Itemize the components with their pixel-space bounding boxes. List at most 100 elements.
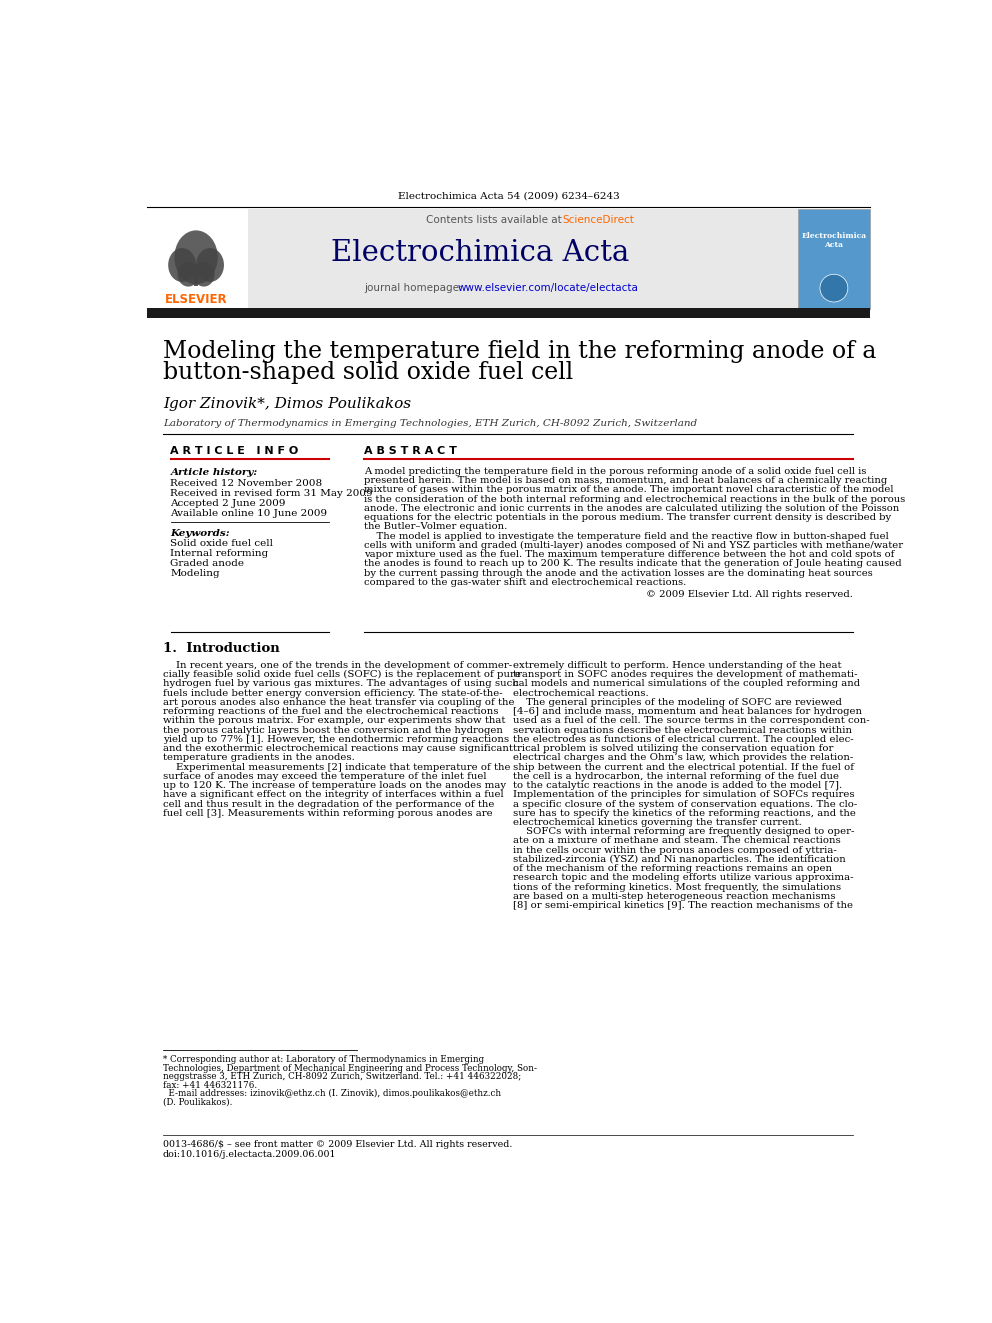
Text: within the porous matrix. For example, our experiments show that: within the porous matrix. For example, o…: [163, 716, 505, 725]
Text: cell and thus result in the degradation of the performance of the: cell and thus result in the degradation …: [163, 799, 494, 808]
Text: Experimental measurements [2] indicate that temperature of the: Experimental measurements [2] indicate t…: [163, 762, 510, 771]
Text: and the exothermic electrochemical reactions may cause significant: and the exothermic electrochemical react…: [163, 744, 513, 753]
Text: [8] or semi-empirical kinetics [9]. The reaction mechanisms of the: [8] or semi-empirical kinetics [9]. The …: [513, 901, 853, 910]
Text: © 2009 Elsevier Ltd. All rights reserved.: © 2009 Elsevier Ltd. All rights reserved…: [646, 590, 852, 599]
Text: vapor mixture used as the fuel. The maximum temperature difference between the h: vapor mixture used as the fuel. The maxi…: [364, 550, 895, 560]
Text: Keywords:: Keywords:: [171, 529, 230, 538]
Text: transport in SOFC anodes requires the development of mathemati-: transport in SOFC anodes requires the de…: [513, 671, 857, 679]
Ellipse shape: [175, 230, 218, 284]
Text: Contents lists available at: Contents lists available at: [427, 216, 565, 225]
Text: Received in revised form 31 May 2009: Received in revised form 31 May 2009: [171, 490, 373, 499]
Text: used as a fuel of the cell. The source terms in the correspondent con-: used as a fuel of the cell. The source t…: [513, 716, 870, 725]
Text: reforming reactions of the fuel and the electrochemical reactions: reforming reactions of the fuel and the …: [163, 706, 498, 716]
Text: Article history:: Article history:: [171, 468, 258, 478]
Text: electrochemical reactions.: electrochemical reactions.: [513, 689, 649, 697]
Text: have a significant effect on the integrity of interfaces within a fuel: have a significant effect on the integri…: [163, 790, 503, 799]
Text: Solid oxide fuel cell: Solid oxide fuel cell: [171, 540, 274, 548]
Bar: [147, 308, 870, 318]
Text: SOFCs with internal reforming are frequently designed to oper-: SOFCs with internal reforming are freque…: [513, 827, 854, 836]
Text: the porous catalytic layers boost the conversion and the hydrogen: the porous catalytic layers boost the co…: [163, 725, 503, 734]
Text: cially feasible solid oxide fuel cells (SOFC) is the replacement of pure: cially feasible solid oxide fuel cells (…: [163, 669, 521, 679]
Text: Implementation of the principles for simulation of SOFCs requires: Implementation of the principles for sim…: [513, 790, 855, 799]
Text: Acta: Acta: [824, 241, 843, 249]
Ellipse shape: [196, 249, 224, 282]
Bar: [147, 209, 799, 308]
Text: electrochemical kinetics governing the transfer current.: electrochemical kinetics governing the t…: [513, 818, 802, 827]
Bar: [147, 209, 248, 308]
Text: In recent years, one of the trends in the development of commer-: In recent years, one of the trends in th…: [163, 662, 512, 669]
Ellipse shape: [169, 249, 196, 282]
Text: neggstrasse 3, ETH Zurich, CH-8092 Zurich, Switzerland. Tel.: +41 446322028;: neggstrasse 3, ETH Zurich, CH-8092 Zuric…: [163, 1072, 521, 1081]
Ellipse shape: [178, 262, 199, 287]
Text: stabilized-zirconia (YSZ) and Ni nanoparticles. The identification: stabilized-zirconia (YSZ) and Ni nanopar…: [513, 855, 846, 864]
Text: trical problem is solved utilizing the conservation equation for: trical problem is solved utilizing the c…: [513, 744, 833, 753]
Text: * Corresponding author at: Laboratory of Thermodynamics in Emerging: * Corresponding author at: Laboratory of…: [163, 1056, 484, 1064]
Text: Internal reforming: Internal reforming: [171, 549, 269, 558]
Text: Electrochimica Acta 54 (2009) 6234–6243: Electrochimica Acta 54 (2009) 6234–6243: [398, 192, 619, 200]
Text: ship between the current and the electrical potential. If the fuel of: ship between the current and the electri…: [513, 762, 854, 771]
Text: A B S T R A C T: A B S T R A C T: [364, 446, 457, 456]
Text: journal homepage:: journal homepage:: [364, 283, 466, 294]
Text: 0013-4686/$ – see front matter © 2009 Elsevier Ltd. All rights reserved.: 0013-4686/$ – see front matter © 2009 El…: [163, 1140, 512, 1148]
Text: Electrochimica: Electrochimica: [802, 232, 866, 239]
Text: are based on a multi-step heterogeneous reaction mechanisms: are based on a multi-step heterogeneous …: [513, 892, 835, 901]
Text: Accepted 2 June 2009: Accepted 2 June 2009: [171, 499, 286, 508]
Text: A model predicting the temperature field in the porous reforming anode of a soli: A model predicting the temperature field…: [364, 467, 867, 476]
Text: fuel cell [3]. Measurements within reforming porous anodes are: fuel cell [3]. Measurements within refor…: [163, 808, 492, 818]
Text: cells with uniform and graded (multi-layer) anodes composed of Ni and YSZ partic: cells with uniform and graded (multi-lay…: [364, 541, 904, 550]
Text: yield up to 77% [1]. However, the endothermic reforming reactions: yield up to 77% [1]. However, the endoth…: [163, 734, 509, 744]
Text: Received 12 November 2008: Received 12 November 2008: [171, 479, 322, 488]
Text: Electrochimica Acta: Electrochimica Acta: [331, 238, 630, 267]
Text: the cell is a hydrocarbon, the internal reforming of the fuel due: the cell is a hydrocarbon, the internal …: [513, 771, 839, 781]
Text: the electrodes as functions of electrical current. The coupled elec-: the electrodes as functions of electrica…: [513, 734, 854, 744]
Text: Laboratory of Thermodynamics in Emerging Technologies, ETH Zurich, CH-8092 Zuric: Laboratory of Thermodynamics in Emerging…: [163, 419, 696, 429]
Text: is the consideration of the both internal reforming and electrochemical reaction: is the consideration of the both interna…: [364, 495, 906, 504]
Text: the Butler–Volmer equation.: the Butler–Volmer equation.: [364, 523, 508, 532]
Text: electrical charges and the Ohm’s law, which provides the relation-: electrical charges and the Ohm’s law, wh…: [513, 753, 853, 762]
Text: temperature gradients in the anodes.: temperature gradients in the anodes.: [163, 753, 354, 762]
Text: E-mail addresses: izinovik@ethz.ch (I. Zinovik), dimos.poulikakos@ethz.ch: E-mail addresses: izinovik@ethz.ch (I. Z…: [163, 1089, 501, 1098]
Text: sure has to specify the kinetics of the reforming reactions, and the: sure has to specify the kinetics of the …: [513, 808, 856, 818]
Text: equations for the electric potentials in the porous medium. The transfer current: equations for the electric potentials in…: [364, 513, 892, 523]
Bar: [799, 209, 870, 308]
Text: Igor Zinovik*, Dimos Poulikakos: Igor Zinovik*, Dimos Poulikakos: [163, 397, 411, 410]
Text: (D. Poulikakos).: (D. Poulikakos).: [163, 1098, 232, 1106]
Text: to the catalytic reactions in the anode is added to the model [7].: to the catalytic reactions in the anode …: [513, 781, 842, 790]
Text: A R T I C L E   I N F O: A R T I C L E I N F O: [171, 446, 299, 456]
Text: up to 120 K. The increase of temperature loads on the anodes may: up to 120 K. The increase of temperature…: [163, 781, 506, 790]
Text: by the current passing through the anode and the activation losses are the domin: by the current passing through the anode…: [364, 569, 873, 578]
Text: extremely difficult to perform. Hence understanding of the heat: extremely difficult to perform. Hence un…: [513, 662, 841, 669]
Text: [4–6] and include mass, momentum and heat balances for hydrogen: [4–6] and include mass, momentum and hea…: [513, 706, 862, 716]
Text: servation equations describe the electrochemical reactions within: servation equations describe the electro…: [513, 725, 852, 734]
Ellipse shape: [193, 262, 214, 287]
Text: of the mechanism of the reforming reactions remains an open: of the mechanism of the reforming reacti…: [513, 864, 832, 873]
Text: The model is applied to investigate the temperature field and the reactive flow : The model is applied to investigate the …: [364, 532, 889, 541]
Text: Technologies, Department of Mechanical Engineering and Process Technology, Son-: Technologies, Department of Mechanical E…: [163, 1064, 537, 1073]
Text: Modeling the temperature field in the reforming anode of a: Modeling the temperature field in the re…: [163, 340, 876, 363]
Text: mixture of gases within the porous matrix of the anode. The important novel char: mixture of gases within the porous matri…: [364, 486, 894, 495]
Text: 1.  Introduction: 1. Introduction: [163, 642, 280, 655]
Text: Available online 10 June 2009: Available online 10 June 2009: [171, 509, 327, 519]
Text: Graded anode: Graded anode: [171, 560, 244, 569]
Text: ScienceDirect: ScienceDirect: [562, 216, 635, 225]
Text: a specific closure of the system of conservation equations. The clo-: a specific closure of the system of cons…: [513, 799, 857, 808]
Text: Modeling: Modeling: [171, 569, 220, 578]
Text: The general principles of the modeling of SOFC are reviewed: The general principles of the modeling o…: [513, 697, 842, 706]
Circle shape: [820, 274, 848, 302]
Text: hydrogen fuel by various gas mixtures. The advantages of using such: hydrogen fuel by various gas mixtures. T…: [163, 680, 519, 688]
Text: tions of the reforming kinetics. Most frequently, the simulations: tions of the reforming kinetics. Most fr…: [513, 882, 841, 892]
Text: fax: +41 446321176.: fax: +41 446321176.: [163, 1081, 257, 1090]
Text: compared to the gas-water shift and electrochemical reactions.: compared to the gas-water shift and elec…: [364, 578, 686, 587]
Text: button-shaped solid oxide fuel cell: button-shaped solid oxide fuel cell: [163, 361, 573, 384]
Text: www.elsevier.com/locate/electacta: www.elsevier.com/locate/electacta: [457, 283, 638, 294]
Text: doi:10.1016/j.electacta.2009.06.001: doi:10.1016/j.electacta.2009.06.001: [163, 1150, 336, 1159]
Text: ELSEVIER: ELSEVIER: [165, 294, 227, 306]
Text: surface of anodes may exceed the temperature of the inlet fuel: surface of anodes may exceed the tempera…: [163, 771, 486, 781]
Text: research topic and the modeling efforts utilize various approxima-: research topic and the modeling efforts …: [513, 873, 853, 882]
Text: presented herein. The model is based on mass, momentum, and heat balances of a c: presented herein. The model is based on …: [364, 476, 888, 486]
Text: anode. The electronic and ionic currents in the anodes are calculated utilizing : anode. The electronic and ionic currents…: [364, 504, 900, 513]
Text: art porous anodes also enhance the heat transfer via coupling of the: art porous anodes also enhance the heat …: [163, 697, 514, 706]
Text: in the cells occur within the porous anodes composed of yttria-: in the cells occur within the porous ano…: [513, 845, 837, 855]
Bar: [193, 269, 197, 286]
Text: ate on a mixture of methane and steam. The chemical reactions: ate on a mixture of methane and steam. T…: [513, 836, 841, 845]
